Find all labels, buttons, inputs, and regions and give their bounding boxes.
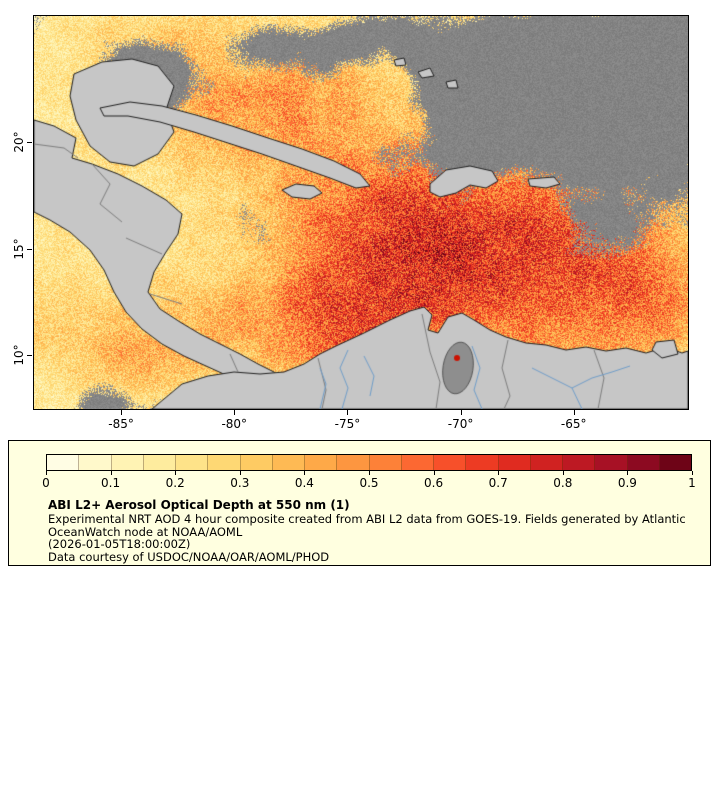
y-axis-tick bbox=[27, 354, 32, 356]
colorbar-tick bbox=[627, 471, 629, 475]
x-axis-tick-label: -75° bbox=[334, 417, 361, 431]
colorbar-tick bbox=[498, 471, 500, 475]
colorbar-segment bbox=[208, 455, 241, 470]
colorbar-tick-label: 0.7 bbox=[488, 476, 508, 490]
colorbar-segment bbox=[627, 455, 660, 470]
legend-title: ABI L2+ Aerosol Optical Depth at 550 nm … bbox=[48, 498, 350, 512]
x-axis-tick bbox=[347, 410, 349, 415]
x-axis-tick-label: -80° bbox=[221, 417, 248, 431]
colorbar-tick-label: 0.6 bbox=[424, 476, 444, 490]
colorbar-segment bbox=[401, 455, 434, 470]
colorbar-tick-label: 0.8 bbox=[553, 476, 573, 490]
colorbar-tick bbox=[692, 471, 693, 475]
x-axis-tick bbox=[121, 410, 123, 415]
legend-text-line: Experimental NRT AOD 4 hour composite cr… bbox=[48, 512, 686, 526]
colorbar-segment bbox=[563, 455, 596, 470]
colorbar-tick bbox=[239, 471, 241, 475]
legend-text-line: Data courtesy of USDOC/NOAA/OAR/AOML/PHO… bbox=[48, 549, 330, 564]
legend-description: Experimental NRT AOD 4 hour composite cr… bbox=[48, 513, 686, 563]
x-axis-tick-label: -85° bbox=[108, 417, 134, 431]
legend-panel: ABI L2+ Aerosol Optical Depth at 550 nm … bbox=[8, 440, 711, 566]
colorbar-segment bbox=[305, 455, 338, 470]
colorbar-tick bbox=[46, 471, 47, 475]
colorbar-tick bbox=[369, 471, 370, 475]
colorbar-tick-label: 0.5 bbox=[359, 476, 379, 490]
x-axis-tick bbox=[234, 410, 236, 415]
y-axis-tick-label: 10° bbox=[12, 344, 26, 366]
y-axis-tick-label: 15° bbox=[12, 237, 26, 260]
colorbar-tick bbox=[110, 471, 112, 475]
colorbar-segment bbox=[240, 455, 273, 470]
colorbar-tick-label: 1 bbox=[688, 476, 696, 490]
map-frame bbox=[33, 15, 689, 410]
x-axis-tick bbox=[460, 410, 462, 415]
colorbar-segment bbox=[466, 455, 499, 470]
colorbar-segment bbox=[111, 455, 144, 470]
colorbar-tick-label: 0.9 bbox=[617, 476, 637, 490]
colorbar-segment bbox=[659, 455, 691, 470]
legend-text-line: (2026-01-05T18:00:00Z) bbox=[48, 537, 191, 552]
colorbar-tick-label: 0.1 bbox=[101, 476, 121, 490]
x-axis-tick bbox=[573, 410, 575, 415]
colorbar-tick-label: 0.3 bbox=[230, 476, 250, 490]
colorbar-segment bbox=[337, 455, 370, 470]
y-axis-tick-label: 20° bbox=[12, 131, 26, 154]
colorbar-segment bbox=[498, 455, 531, 470]
colorbar-segment bbox=[369, 455, 402, 470]
colorbar-tick-label: 0 bbox=[42, 476, 50, 490]
colorbar-segment bbox=[176, 455, 209, 470]
colorbar-tick bbox=[304, 471, 306, 475]
aod-map-canvas bbox=[34, 16, 688, 409]
colorbar-segment bbox=[47, 455, 80, 470]
y-axis-tick bbox=[27, 142, 32, 144]
colorbar-tick bbox=[175, 471, 177, 475]
x-axis-tick-label: -70° bbox=[447, 417, 474, 431]
x-axis-tick-label: -65° bbox=[560, 417, 587, 431]
colorbar-tick-label: 0.4 bbox=[294, 476, 314, 490]
colorbar bbox=[46, 454, 692, 471]
colorbar-segment bbox=[434, 455, 467, 470]
colorbar-segment bbox=[595, 455, 628, 470]
colorbar-segment bbox=[272, 455, 305, 470]
colorbar-segment bbox=[530, 455, 563, 470]
colorbar-tick-label: 0.2 bbox=[165, 476, 185, 490]
colorbar-tick bbox=[433, 471, 435, 475]
colorbar-tick bbox=[562, 471, 564, 475]
colorbar-segment bbox=[143, 455, 176, 470]
legend-text-line: OceanWatch node at NOAA/AOML bbox=[48, 524, 243, 539]
colorbar-segment bbox=[79, 455, 112, 470]
y-axis-tick bbox=[27, 248, 32, 250]
